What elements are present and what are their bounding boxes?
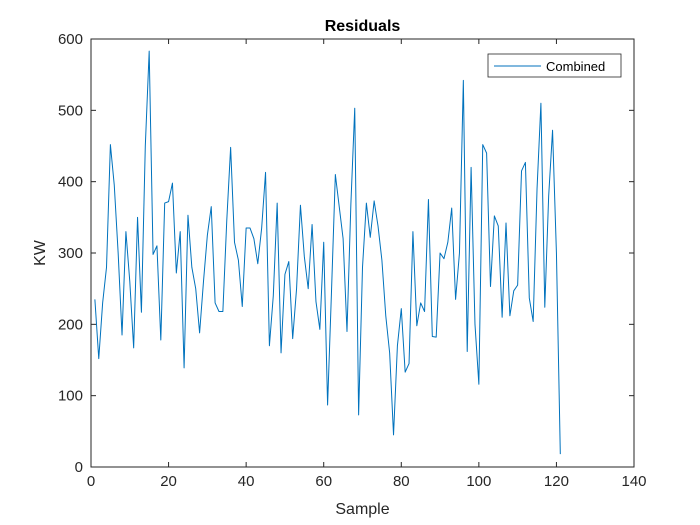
x-tick-label: 20 [160, 473, 177, 490]
x-axis-label: Sample [335, 501, 389, 518]
legend: Combined [487, 53, 622, 78]
x-tick-label: 140 [621, 473, 646, 490]
y-tick-label: 500 [58, 102, 83, 119]
legend-box [487, 53, 622, 78]
plot-area [91, 39, 634, 467]
chart-title: Residuals [325, 18, 401, 35]
ticks-layer: 0 20 40 60 80 100 120 140 0 100 200 300 400 500 600 [58, 31, 647, 490]
x-tick-label: 80 [393, 473, 410, 490]
x-tick-label: 60 [315, 473, 332, 490]
legend-label-combined: Combined [546, 59, 605, 74]
x-tick-label: 40 [238, 473, 255, 490]
y-tick-label: 600 [58, 31, 83, 48]
x-tick-label: 100 [466, 473, 491, 490]
x-tick-label: 0 [87, 473, 95, 490]
y-tick-label: 200 [58, 316, 83, 333]
y-tick-label: 0 [75, 459, 83, 476]
x-tick-label: 120 [544, 473, 569, 490]
series-layer [94, 50, 561, 455]
y-axis-label: KW [32, 239, 49, 266]
series-line-combined [94, 50, 561, 455]
y-tick-label: 100 [58, 388, 83, 405]
plot-frame [90, 38, 635, 468]
y-tick-label: 300 [58, 245, 83, 262]
y-tick-label: 400 [58, 174, 83, 191]
